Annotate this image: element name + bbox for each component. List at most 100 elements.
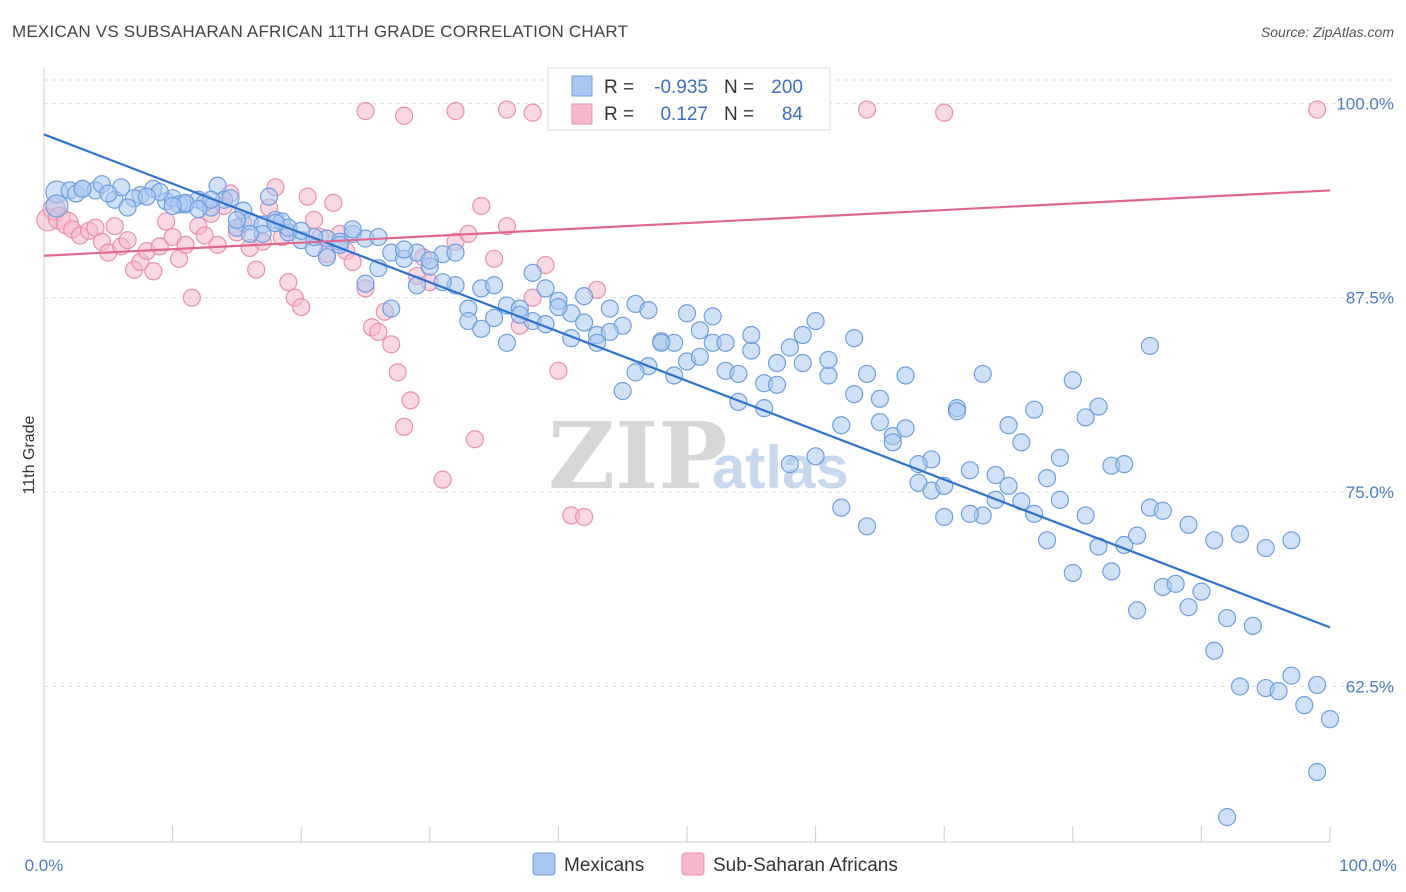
sub-saharan-africans-point-82 <box>935 103 954 122</box>
sub-saharan-africans-point-63 <box>472 196 491 216</box>
mexicans-point-114 <box>1205 531 1224 550</box>
mexicans-point-183 <box>729 392 748 412</box>
mexicans-trend-line <box>43 133 1331 629</box>
mexicans-point-73 <box>870 413 890 432</box>
mexicans-point-122 <box>999 416 1018 435</box>
mexicans-point-167 <box>317 248 337 267</box>
mexicans-point-100 <box>1218 608 1237 628</box>
sub-saharan-africans-point-12 <box>118 231 137 250</box>
mexicans-point-108 <box>1320 710 1340 729</box>
mexicans-point-142 <box>485 308 504 328</box>
sub-saharan-africans-point-26 <box>208 235 227 254</box>
mexicans-point-116 <box>1153 501 1172 520</box>
mexicans-point-117 <box>1127 526 1147 545</box>
mexicans-point-152 <box>227 210 246 230</box>
mexicans-point-70 <box>832 416 851 435</box>
mexicans-point-158 <box>73 179 92 198</box>
mexicans-point-129 <box>819 350 838 370</box>
sub-saharan-africans-point-22 <box>182 288 201 307</box>
mexicans-point-101 <box>1230 677 1250 696</box>
mexicans-point-147 <box>356 274 375 293</box>
mexicans-point-177 <box>575 287 594 306</box>
mexicans-point-172 <box>446 243 465 262</box>
mexicans-point-63 <box>742 341 761 360</box>
mexicans-point-121 <box>1025 400 1044 419</box>
mexicans-point-82 <box>986 465 1005 485</box>
mexicans-point-176 <box>549 297 568 317</box>
x-tick-label-min: 0.0% <box>25 856 64 875</box>
y-tick-label-2: 87.5% <box>1346 289 1394 308</box>
mexicans-point-124 <box>947 402 967 421</box>
mexicans-point-111 <box>1282 531 1301 550</box>
mexicans-point-185 <box>780 455 799 474</box>
mexicans-point-83 <box>999 476 1018 495</box>
legend-r-label-1: R = <box>604 77 634 98</box>
mexicans-point-130 <box>793 325 812 345</box>
mexicans-point-91 <box>1102 562 1121 581</box>
legend-n-value-2: 84 <box>782 104 804 125</box>
watermark-zip: ZIP <box>548 402 727 510</box>
mexicans-point-192 <box>960 504 980 523</box>
legend-r-value-1: -0.935 <box>654 77 708 98</box>
mexicans-point-160 <box>118 198 137 217</box>
sub-saharan-africans-point-40 <box>298 187 317 206</box>
mexicans-point-87 <box>1050 490 1070 509</box>
mexicans-point-89 <box>1076 506 1095 525</box>
mexicans-point-164 <box>240 224 259 244</box>
mexicans-point-47 <box>536 279 555 298</box>
mexicans-point-198 <box>1115 455 1134 474</box>
legend-box <box>547 67 831 131</box>
sub-saharan-africans-point-10 <box>105 217 124 236</box>
mexicans-point-134 <box>690 347 709 366</box>
mexicans-point-71 <box>845 385 864 404</box>
mexicans-point-126 <box>896 366 915 385</box>
mexicans-point-187 <box>832 498 851 517</box>
mexicans-point-119 <box>1076 408 1095 427</box>
mexicans-point-78 <box>935 507 954 527</box>
sub-saharan-africans-point-62 <box>465 430 484 449</box>
mexicans-point-182 <box>703 307 722 326</box>
mexicans-point-97 <box>1179 598 1198 617</box>
correlation-legend: R = -0.935 N = 200 R = 0.127 N = 84 <box>547 67 831 131</box>
bottom-legend-swatch-sub-saharan-africans <box>681 852 705 876</box>
mexicans-point-179 <box>626 363 645 382</box>
mexicans-point-43 <box>485 276 504 295</box>
mexicans-point-120 <box>1050 448 1070 467</box>
sub-saharan-africans-point-37 <box>279 273 298 292</box>
sub-saharan-africans-point-78 <box>523 103 542 122</box>
sub-saharan-africans-point-76 <box>446 102 465 121</box>
sub-saharan-africans-point-52 <box>382 335 401 354</box>
sub-saharan-africans-point-71 <box>575 507 594 527</box>
chart-title: MEXICAN VS SUBSAHARAN AFRICAN 11TH GRADE… <box>12 22 629 41</box>
mexicans-point-24 <box>259 187 279 206</box>
legend-swatch-sub-saharan-africans <box>571 103 593 125</box>
mexicans-point-75 <box>896 419 915 438</box>
mexicans-point-105 <box>1282 666 1301 685</box>
mexicans-point-171 <box>420 251 439 270</box>
legend-r-label-2: R = <box>604 104 634 125</box>
mexicans-point-153 <box>202 190 221 209</box>
sub-saharan-africans-point-21 <box>176 235 195 254</box>
mexicans-point-52 <box>600 299 619 318</box>
mexicans-point-115 <box>1179 515 1198 534</box>
legend-r-value-2: 0.127 <box>660 104 708 125</box>
mexicans-point-93 <box>1127 601 1147 620</box>
mexicans-point-196 <box>1063 371 1082 390</box>
sub-saharan-africans-point-16 <box>144 262 163 281</box>
y-axis-tick-labels: 62.5% 75.0% 87.5% 100.0% <box>1336 94 1394 696</box>
mexicans-point-67 <box>793 353 812 373</box>
mexicans-point-175 <box>523 263 542 282</box>
sub-saharan-africans-point-65 <box>497 217 517 236</box>
watermark-atlas: atlas <box>712 434 849 501</box>
bottom-legend-label-mexicans: Mexicans <box>564 855 644 876</box>
mexicans-point-55 <box>639 301 658 320</box>
mexicans-point-88 <box>1063 563 1082 583</box>
mexicans-point-99 <box>1205 641 1224 660</box>
mexicans-point-102 <box>1243 616 1262 635</box>
sub-saharan-africans-point-74 <box>356 102 375 121</box>
mexicans-point-173 <box>472 319 491 338</box>
mexicans-point-34 <box>369 227 388 247</box>
mexicans-point-104 <box>1269 682 1288 701</box>
sub-saharan-africans-point-53 <box>388 363 407 382</box>
